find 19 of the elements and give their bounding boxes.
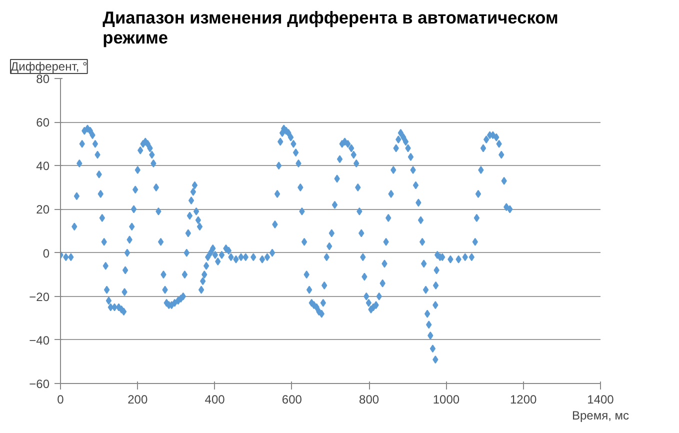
x-tick-label: 0 bbox=[57, 392, 64, 406]
y-tick-label: 60 bbox=[36, 116, 50, 130]
x-tick-label: 1400 bbox=[587, 392, 614, 406]
x-tick-label: 1000 bbox=[432, 392, 460, 406]
x-axis-title: Время, мс bbox=[572, 408, 630, 422]
y-tick-label: 0 bbox=[42, 246, 50, 260]
chart-title: Диапазон изменения дифферента в автоматическом режиме bbox=[102, 8, 558, 48]
x-tick-label: 200 bbox=[128, 392, 148, 406]
y-tick-label: 40 bbox=[36, 159, 50, 174]
y-tick-label: 80 bbox=[36, 72, 50, 86]
y-axis-title: Дифферент, ° bbox=[10, 60, 88, 74]
x-tick-label: 800 bbox=[359, 392, 380, 406]
y-tick-label: 20 bbox=[36, 202, 50, 217]
x-tick-label: 400 bbox=[204, 392, 226, 406]
y-tick-label: −20 bbox=[29, 290, 50, 304]
y-tick-label: −60 bbox=[29, 377, 50, 391]
x-tick-label: 1200 bbox=[510, 392, 538, 406]
y-tick-label: −40 bbox=[29, 333, 50, 348]
x-tick-label: 600 bbox=[282, 392, 302, 406]
